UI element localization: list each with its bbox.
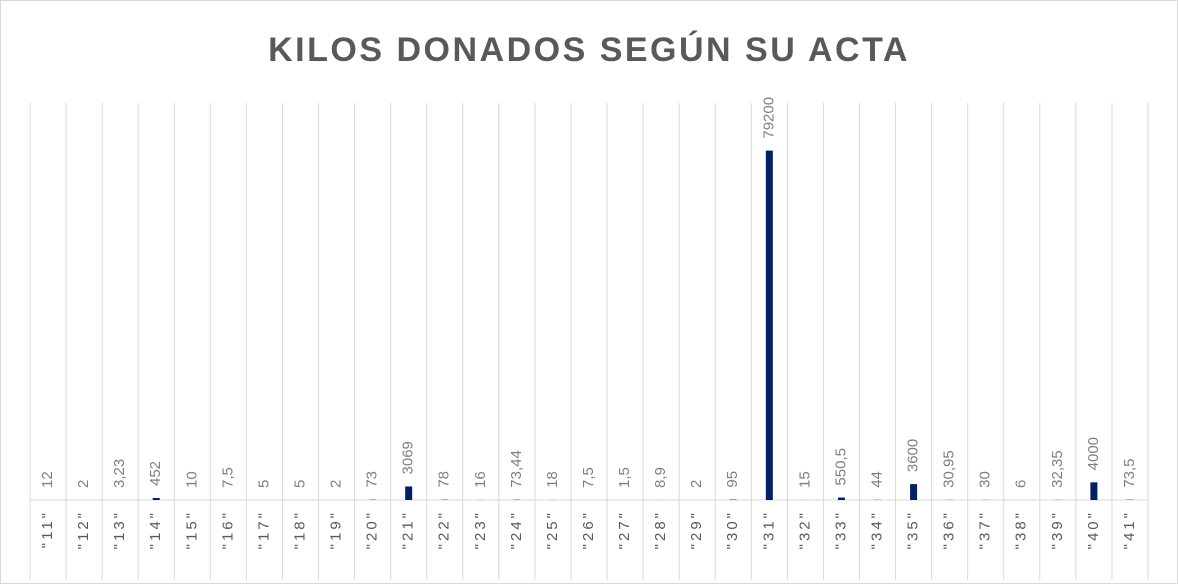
x-tick-label: "34" bbox=[868, 510, 885, 549]
data-label: 79200 bbox=[760, 97, 777, 139]
x-tick-label: "30" bbox=[724, 510, 741, 549]
data-label: 44 bbox=[868, 471, 885, 488]
data-label: 4000 bbox=[1085, 437, 1102, 470]
data-label: 452 bbox=[147, 461, 164, 486]
x-tick-label: "15" bbox=[183, 510, 200, 549]
x-tick-label: "31" bbox=[760, 510, 777, 549]
data-label: 73,5 bbox=[1121, 458, 1138, 487]
x-tick-label: "12" bbox=[75, 510, 92, 549]
x-tick-label: "37" bbox=[977, 510, 994, 549]
x-tick-label: "17" bbox=[255, 510, 272, 549]
data-label: 8,9 bbox=[652, 467, 669, 488]
data-label: 73 bbox=[364, 471, 381, 488]
x-tick-label: "40" bbox=[1085, 510, 1102, 549]
x-tick-label: "14" bbox=[147, 510, 164, 549]
x-tick-label: "25" bbox=[544, 510, 561, 549]
x-tick-label: "39" bbox=[1049, 510, 1066, 549]
chart-title: KILOS DONADOS SEGÚN SU ACTA bbox=[268, 31, 910, 69]
data-label: 2 bbox=[688, 480, 705, 488]
bar bbox=[152, 498, 160, 500]
bar bbox=[765, 150, 773, 500]
x-tick-label: "19" bbox=[328, 510, 345, 549]
data-label: 7,5 bbox=[219, 467, 236, 488]
x-tick-label: "36" bbox=[941, 510, 958, 549]
data-label: 1,5 bbox=[616, 467, 633, 488]
data-label: 78 bbox=[436, 471, 453, 488]
x-tick-label: "26" bbox=[580, 510, 597, 549]
x-tick-label: "35" bbox=[905, 510, 922, 549]
bar bbox=[837, 497, 845, 500]
data-label: 73,44 bbox=[508, 450, 525, 488]
x-tick-label: "13" bbox=[111, 510, 128, 549]
data-label: 3600 bbox=[905, 439, 922, 472]
x-tick-label: "28" bbox=[652, 510, 669, 549]
x-tick-label: "20" bbox=[364, 510, 381, 549]
data-label: 2 bbox=[328, 480, 345, 488]
x-tick-label: "33" bbox=[832, 510, 849, 549]
x-tick-label: "32" bbox=[796, 510, 813, 549]
data-label: 5 bbox=[291, 480, 308, 488]
x-tick-label: "29" bbox=[688, 510, 705, 549]
data-label: 10 bbox=[183, 471, 200, 488]
bar bbox=[1090, 482, 1098, 500]
x-tick-label: "22" bbox=[436, 510, 453, 549]
x-tick-label: "38" bbox=[1013, 510, 1030, 549]
x-tick-label: "27" bbox=[616, 510, 633, 549]
data-label: 5 bbox=[255, 480, 272, 488]
data-label: 16 bbox=[472, 471, 489, 488]
data-label: 3,23 bbox=[111, 459, 128, 488]
x-tick-label: "23" bbox=[472, 510, 489, 549]
bar bbox=[910, 484, 918, 500]
data-label: 15 bbox=[796, 471, 813, 488]
data-label: 7,5 bbox=[580, 467, 597, 488]
data-label: 2 bbox=[75, 480, 92, 488]
x-tick-label: "24" bbox=[508, 510, 525, 549]
x-tick-label: "16" bbox=[219, 510, 236, 549]
x-tick-label: "11" bbox=[39, 510, 56, 548]
data-label: 95 bbox=[724, 471, 741, 488]
data-label: 12 bbox=[39, 471, 56, 488]
x-tick-label: "18" bbox=[291, 510, 308, 549]
data-label: 550,5 bbox=[832, 448, 849, 486]
data-label: 18 bbox=[544, 471, 561, 488]
data-label: 30,95 bbox=[941, 450, 958, 488]
x-tick-label: "41" bbox=[1121, 510, 1138, 549]
bar bbox=[405, 486, 413, 500]
data-label: 32,35 bbox=[1049, 450, 1066, 488]
data-label: 6 bbox=[1013, 480, 1030, 488]
x-tick-label: "21" bbox=[400, 510, 417, 549]
data-label: 3069 bbox=[400, 441, 417, 474]
data-label: 30 bbox=[977, 471, 994, 488]
